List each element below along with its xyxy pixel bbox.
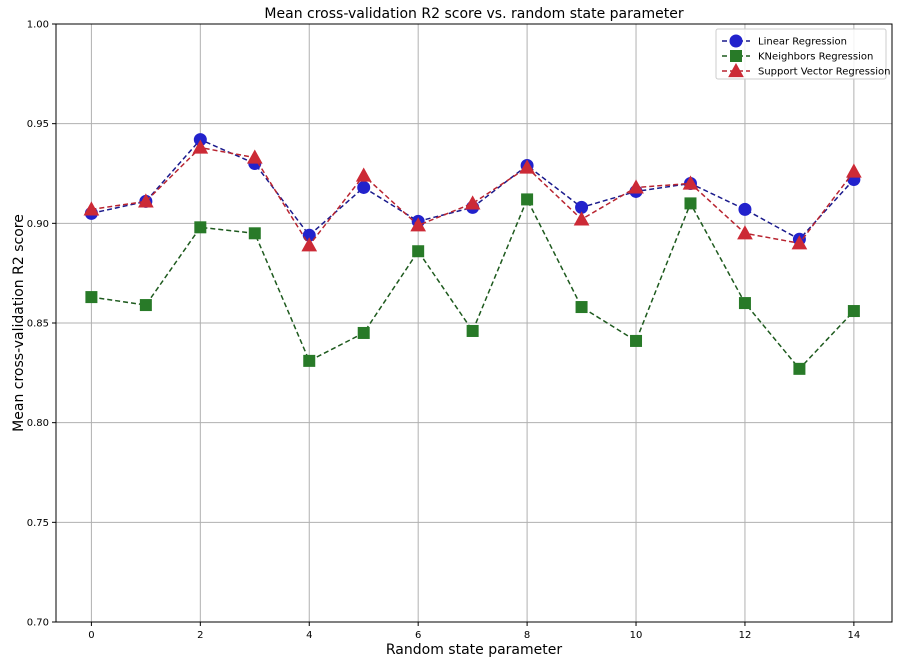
legend-label: Linear Regression bbox=[758, 37, 847, 48]
data-point-square bbox=[466, 324, 479, 337]
chart-title: Mean cross-validation R2 score vs. rando… bbox=[264, 6, 683, 22]
data-point-triangle bbox=[573, 211, 590, 226]
data-point-square bbox=[357, 326, 370, 339]
data-point-triangle bbox=[138, 193, 154, 208]
axis-ticks: 0 2 4 6 8 10 12 14 0.70 0.75 0.80 0.85 0.90 0.95 1.00 bbox=[27, 20, 861, 642]
data-point-triangle bbox=[791, 235, 808, 250]
series-1 bbox=[85, 193, 860, 375]
x-tick-label: 4 bbox=[306, 630, 312, 641]
legend-item: Linear Regression bbox=[722, 34, 847, 48]
data-point-square bbox=[575, 301, 588, 314]
y-tick-label: 0.75 bbox=[27, 518, 49, 529]
legend-marker-square bbox=[730, 50, 742, 62]
data-point-triangle bbox=[737, 225, 753, 240]
x-tick-label: 8 bbox=[524, 630, 530, 641]
legend: Linear Regression KNeighbors Regression Su… bbox=[715, 28, 890, 80]
data-point-triangle bbox=[192, 139, 209, 154]
x-tick-label: 0 bbox=[88, 630, 94, 641]
data-point-triangle bbox=[410, 217, 427, 232]
y-tick-label: 1.00 bbox=[27, 20, 49, 31]
x-tick-label: 6 bbox=[415, 630, 421, 641]
x-tick-label: 12 bbox=[739, 630, 752, 641]
data-point-triangle bbox=[628, 179, 644, 194]
legend-label: KNeighbors Regression bbox=[758, 52, 873, 63]
data-point-square bbox=[412, 245, 425, 258]
x-tick-label: 14 bbox=[848, 630, 861, 641]
data-point-triangle bbox=[246, 149, 263, 164]
legend-marker-triangle bbox=[728, 62, 744, 78]
legend-item: KNeighbors Regression bbox=[722, 50, 873, 63]
series-2 bbox=[83, 139, 862, 252]
data-point-square bbox=[847, 305, 860, 318]
grid bbox=[56, 23, 892, 623]
x-axis-label: Random state parameter bbox=[386, 642, 562, 658]
data-point-square bbox=[630, 334, 643, 347]
data-point-square bbox=[738, 297, 751, 310]
legend-box bbox=[715, 28, 887, 80]
data-point-square bbox=[521, 193, 534, 206]
data-point-triangle bbox=[682, 175, 699, 190]
data-point-triangle bbox=[301, 237, 318, 252]
y-tick-label: 0.90 bbox=[27, 219, 49, 230]
data-point-circle bbox=[357, 180, 371, 194]
legend-item: Support Vector Regression bbox=[722, 62, 890, 78]
data-point-triangle bbox=[519, 159, 535, 174]
series-lines bbox=[83, 133, 862, 375]
series-line bbox=[91, 197, 855, 370]
data-point-square bbox=[139, 299, 152, 312]
y-tick-label: 0.85 bbox=[27, 319, 49, 330]
legend-marker-circle bbox=[729, 34, 743, 48]
y-tick-label: 0.80 bbox=[27, 418, 49, 429]
data-point-triangle bbox=[464, 195, 481, 210]
data-point-square bbox=[684, 197, 697, 210]
data-point-circle bbox=[738, 202, 752, 216]
data-point-triangle bbox=[846, 163, 862, 178]
y-tick-label: 0.70 bbox=[27, 618, 49, 629]
y-tick-label: 0.95 bbox=[27, 119, 49, 130]
data-point-square bbox=[85, 291, 98, 304]
data-point-triangle bbox=[355, 167, 372, 182]
data-point-square bbox=[194, 221, 207, 234]
data-point-square bbox=[248, 227, 261, 240]
x-tick-label: 10 bbox=[630, 630, 643, 641]
x-tick-label: 2 bbox=[197, 630, 203, 641]
data-point-square bbox=[303, 354, 316, 367]
y-axis-label: Mean cross-validation R2 score bbox=[11, 214, 27, 432]
series-line bbox=[91, 146, 855, 247]
legend-label: Support Vector Regression bbox=[758, 67, 890, 78]
data-point-square bbox=[793, 362, 806, 375]
data-point-triangle bbox=[83, 201, 100, 216]
